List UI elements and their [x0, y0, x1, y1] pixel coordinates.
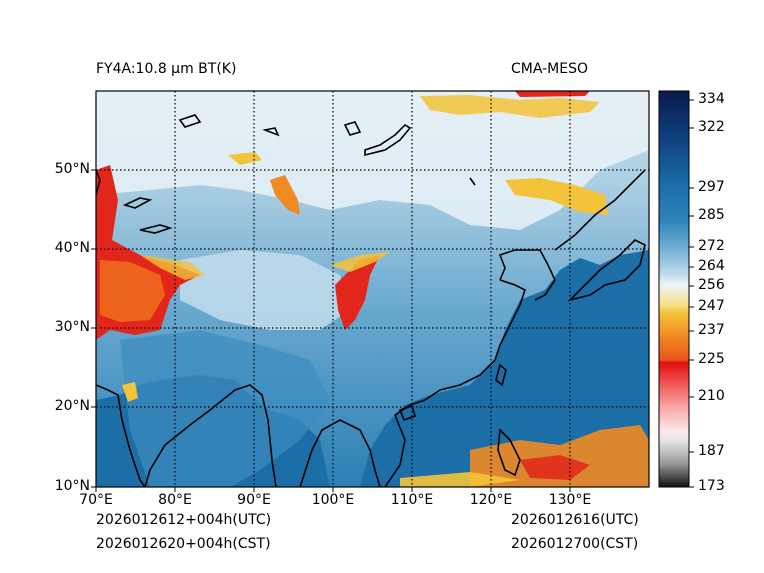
coastline-indochina: [299, 419, 381, 487]
lon-label-70: 70°E: [79, 492, 113, 508]
coastline-india: [96, 384, 146, 487]
cloud-band-top: [420, 95, 600, 118]
colorbar-label-256: 256: [698, 277, 725, 293]
valid-time-cst: 2026012700(CST): [511, 536, 639, 552]
coastline-small-lake-2: [178, 114, 202, 128]
lon-label-80: 80°E: [158, 492, 192, 508]
coastline-philippines: [497, 428, 521, 477]
coastline-china-south: [424, 279, 526, 401]
lon-label-130: 130°E: [548, 492, 592, 508]
colorbar-label-322: 322: [698, 119, 725, 135]
plateau-region: [180, 250, 350, 330]
coastline-small-lake-3: [343, 121, 362, 136]
chart-title-right: CMA-MESO: [511, 61, 589, 77]
cloud-band-northeast: [505, 178, 608, 215]
south-asia-region: [120, 330, 330, 487]
cloud-cluster-south-band: [400, 472, 520, 487]
colorbar-label-247: 247: [698, 298, 725, 314]
lat-label-20: 20°N: [54, 398, 90, 414]
colorbar-label-210: 210: [698, 388, 725, 404]
lat-label-30: 30°N: [54, 319, 90, 335]
axis-ticks: [91, 169, 571, 492]
cloud-system-west-core: [100, 260, 165, 322]
cloud-streak-central: [335, 255, 380, 330]
coastline-korea: [498, 249, 556, 301]
coastline-lake-baikal: [364, 123, 412, 157]
lat-label-10: 10°N: [54, 478, 90, 494]
lon-label-110: 110°E: [390, 492, 434, 508]
coastline-russia-east: [554, 169, 646, 251]
colorbar-label-334: 334: [698, 91, 725, 107]
map-frame: [95, 90, 650, 488]
lon-label-90: 90°E: [237, 492, 271, 508]
cloud-band-top-red: [515, 91, 590, 97]
coastline-small-lake-4: [262, 127, 280, 137]
colorbar-label-237: 237: [698, 322, 725, 338]
coastline-taiwan: [495, 363, 507, 387]
init-time-utc: 2026012612+004h(UTC): [96, 512, 272, 528]
chart-title-left: FY4A:10.8 µm BT(K): [96, 61, 237, 77]
cloud-streak-central-edge: [330, 252, 390, 272]
colorbar-ticks: [689, 99, 694, 488]
colorbar-label-173: 173: [698, 478, 725, 494]
coastlines: [96, 114, 646, 487]
colorbar-label-297: 297: [698, 179, 725, 195]
coastline-india-east: [144, 384, 277, 487]
map-plot-area: [96, 91, 649, 487]
init-time-cst: 2026012620+004h(CST): [96, 536, 271, 552]
coastline-caspian-aral: [96, 169, 101, 196]
cloud-cluster-southeast-red: [520, 455, 590, 480]
lat-label-40: 40°N: [54, 240, 90, 256]
lon-label-100: 100°E: [311, 492, 355, 508]
valid-time-utc: 2026012616(UTC): [511, 512, 639, 528]
colorbar-label-264: 264: [698, 258, 725, 274]
gridlines: [96, 91, 649, 487]
lat-label-50: 50°N: [54, 161, 90, 177]
coastline-japan: [567, 239, 646, 302]
coastline-small-lake-1: [122, 197, 153, 209]
cloud-patch-north-1: [270, 175, 300, 215]
colorbar-label-187: 187: [698, 443, 725, 459]
colorbar-label-285: 285: [698, 207, 725, 223]
lon-label-120: 120°E: [469, 492, 513, 508]
colorbar: [658, 90, 690, 488]
coastline-kuril: [469, 177, 476, 186]
cold-northern-region: [96, 91, 649, 230]
coastline-lake-balkhash: [139, 224, 173, 234]
colorbar-label-225: 225: [698, 351, 725, 367]
colorbar-label-272: 272: [698, 238, 725, 254]
cloud-cluster-india: [122, 382, 138, 402]
cloud-system-west-edge: [140, 255, 205, 280]
